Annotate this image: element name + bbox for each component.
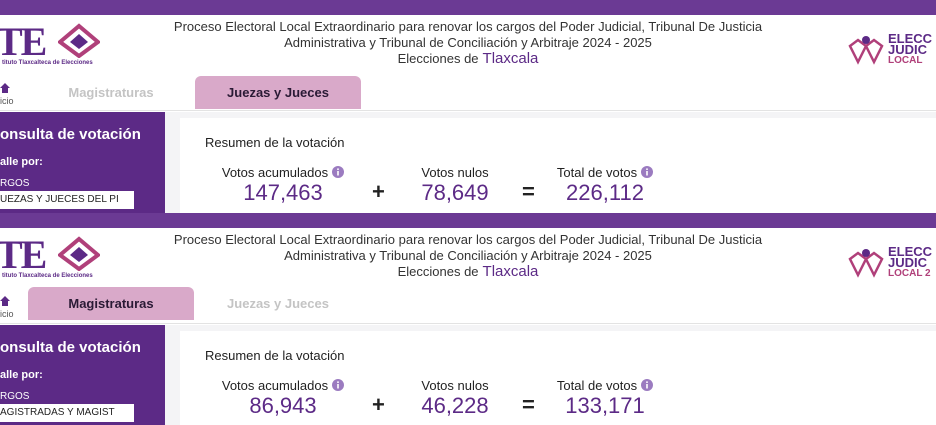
info-icon[interactable] bbox=[637, 165, 654, 180]
nav-tab[interactable]: Magistraturas bbox=[28, 287, 194, 320]
operator: = bbox=[522, 392, 535, 417]
badge-icon bbox=[846, 32, 886, 68]
stat-value: 86,943 bbox=[249, 393, 317, 418]
browser-strip bbox=[0, 0, 936, 15]
logo-subtitle: tituto Tlaxcalteca de Elecciones bbox=[2, 273, 93, 279]
nav-divider bbox=[0, 110, 936, 111]
stat-label: Total de votos bbox=[515, 378, 695, 393]
summary-title: Resumen de la votación bbox=[205, 348, 345, 363]
home-label: icio bbox=[0, 309, 14, 319]
stat-value: 78,649 bbox=[421, 180, 489, 205]
filter-label: alle por: bbox=[0, 369, 43, 381]
logo-icon bbox=[56, 22, 102, 59]
stat-value: 133,171 bbox=[565, 393, 645, 418]
info-icon[interactable] bbox=[328, 378, 345, 393]
field-label: RGOS bbox=[0, 178, 30, 189]
logo: TE bbox=[0, 232, 47, 277]
home-glyph bbox=[0, 83, 10, 93]
stat-value: 46,228 bbox=[421, 393, 489, 418]
home-glyph bbox=[0, 296, 10, 306]
badge-mark bbox=[848, 36, 884, 65]
home-label: icio bbox=[0, 96, 14, 106]
badge-text: ELECC bbox=[888, 31, 933, 46]
header-subtitle: Elecciones de Tlaxcala bbox=[0, 50, 936, 67]
badge-text: JUDIC bbox=[888, 42, 928, 57]
home-icon bbox=[0, 293, 10, 306]
header-subtitle: Elecciones de Tlaxcala bbox=[0, 263, 936, 280]
select-box[interactable]: UEZAS Y JUECES DEL PI bbox=[0, 191, 134, 209]
filter-label: alle por: bbox=[0, 156, 43, 168]
screen-panel: TE tituto Tlaxcalteca de Elecciones Proces… bbox=[0, 213, 936, 425]
nav-tab[interactable]: Magistraturas bbox=[68, 85, 154, 100]
subtitle-place: Tlaxcala bbox=[482, 263, 539, 280]
logo-icon bbox=[56, 235, 102, 272]
badge-text: LOCAL bbox=[888, 55, 923, 66]
operator: + bbox=[372, 392, 385, 417]
subtitle-place: Tlaxcala bbox=[482, 50, 539, 67]
logo-mark bbox=[56, 23, 102, 59]
browser-strip bbox=[0, 213, 936, 228]
nav-tab[interactable]: Juezas y Jueces bbox=[195, 76, 361, 109]
summary-title: Resumen de la votación bbox=[205, 135, 345, 150]
field-label: RGOS bbox=[0, 391, 30, 402]
header-title-2: Administrativa y Tribunal de Conciliació… bbox=[284, 35, 652, 50]
stat-label: Total de votos bbox=[515, 165, 695, 180]
select-box[interactable]: AGISTRADAS Y MAGIST bbox=[0, 404, 134, 422]
badge-mark bbox=[848, 249, 884, 278]
stat-value: 147,463 bbox=[243, 180, 323, 205]
info-icon[interactable] bbox=[637, 378, 654, 393]
nav-tab[interactable]: Juezas y Jueces bbox=[227, 296, 329, 311]
subtitle-prefix: Elecciones de bbox=[397, 51, 479, 66]
logo-subtitle: tituto Tlaxcalteca de Elecciones bbox=[2, 60, 93, 66]
badge-text: JUDIC bbox=[888, 255, 928, 270]
operator: + bbox=[372, 179, 385, 204]
sidebar-title: onsulta de votación bbox=[0, 339, 141, 356]
header-title-1: Proceso Electoral Local Extraordinario p… bbox=[173, 19, 763, 34]
logo: TE bbox=[0, 19, 47, 64]
subtitle-prefix: Elecciones de bbox=[397, 264, 479, 279]
stat-label: Votos nulos bbox=[421, 378, 489, 393]
stat-value: 226,112 bbox=[566, 180, 644, 205]
badge-text: ELECC bbox=[888, 244, 933, 259]
sidebar-title: onsulta de votación bbox=[0, 126, 141, 143]
screen-panel: TE tituto Tlaxcalteca de Elecciones Proces… bbox=[0, 0, 936, 213]
stat-label: Votos nulos bbox=[421, 165, 489, 180]
header-title-2: Administrativa y Tribunal de Conciliació… bbox=[284, 248, 652, 263]
operator: = bbox=[522, 179, 535, 204]
logo-mark bbox=[56, 236, 102, 272]
info-icon[interactable] bbox=[328, 165, 345, 180]
header-title-1: Proceso Electoral Local Extraordinario p… bbox=[173, 232, 763, 247]
stat-label: Votos acumulados bbox=[193, 378, 373, 393]
stat-label: Votos acumulados bbox=[193, 165, 373, 180]
home-icon bbox=[0, 80, 10, 93]
summary-card bbox=[180, 118, 936, 213]
summary-card bbox=[180, 331, 936, 425]
badge-icon bbox=[846, 245, 886, 281]
badge-text: LOCAL 2 bbox=[888, 268, 931, 279]
nav-divider bbox=[0, 323, 936, 324]
